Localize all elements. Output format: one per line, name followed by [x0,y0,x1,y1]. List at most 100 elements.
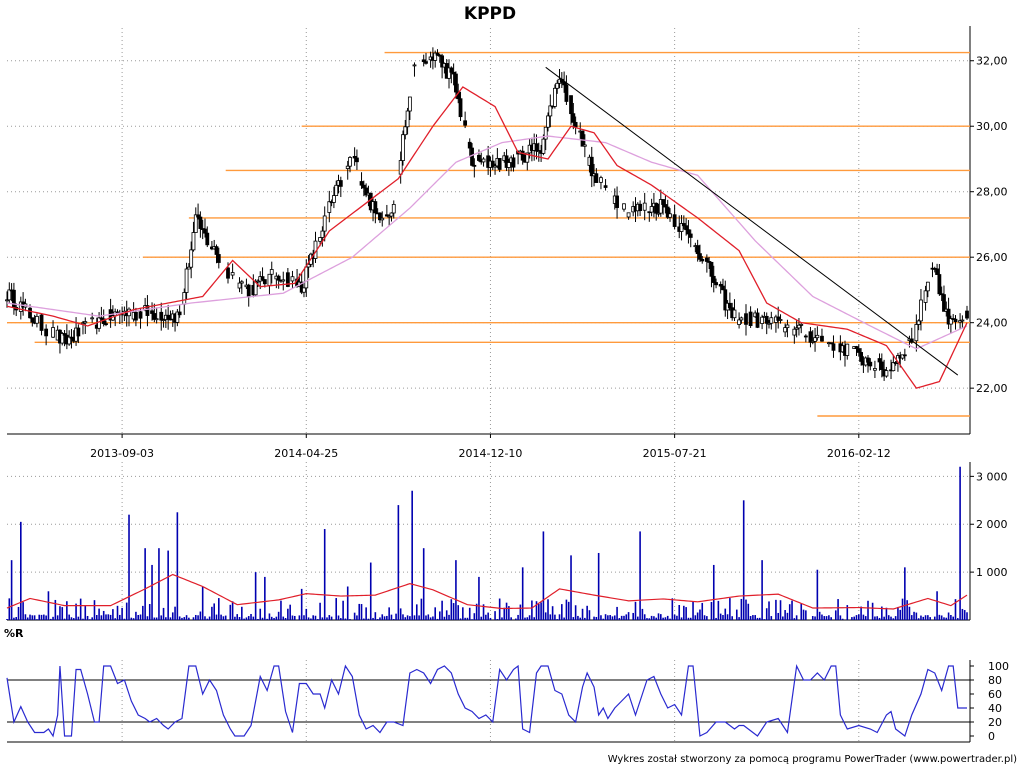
candle-body [364,187,369,196]
candle-body [668,213,672,218]
candle-body [684,225,689,231]
candle-body [916,320,921,325]
candle-body [481,158,486,163]
footer-credit: Wykres został stworzony za pomocą progra… [608,754,1017,765]
candle-body [829,342,834,345]
candle-body [276,275,281,281]
candle-body [739,317,744,321]
candle-body [373,201,378,214]
candle-body [345,165,350,169]
candle-body [348,157,352,167]
candle-body [150,310,154,314]
candle-body [902,354,907,357]
candle-body [776,316,781,321]
candle-body [663,204,668,208]
candle-body [405,110,410,128]
candle-body [727,302,732,309]
candle-body [177,311,182,316]
candle-body [965,310,969,319]
candles [5,47,969,381]
candle-body [681,223,686,227]
candle-body [695,245,700,255]
candle-body [355,157,359,163]
candle-body [580,130,585,147]
candle-body [622,203,626,210]
candle-body [820,335,824,342]
candle-body [182,292,187,305]
candle-body [90,317,95,320]
candle-body [269,269,274,275]
wr-y-tick-label: 60 [988,688,1002,701]
candle-body [589,156,594,177]
candle-body [184,268,189,293]
candle-body [7,289,12,301]
candle-body [449,67,454,73]
candle-body [760,316,765,324]
candle-body [237,282,242,289]
candle-body [709,261,714,277]
candle-body [656,212,661,215]
volume-panel: 1 000 2 000 3 000 [6,462,1008,621]
candle-body [76,327,81,337]
wr-y-tick-label: 0 [988,730,995,743]
candle-body [810,340,815,343]
candle-body [891,362,896,372]
candle-body [186,266,191,270]
candle-body [948,318,953,325]
candle-body [161,319,166,321]
candle-body [794,327,799,330]
candle-body [783,327,788,333]
candle-body [700,258,705,262]
candle-body [541,138,546,154]
candle-body [582,144,587,147]
candle-body [942,294,946,312]
candle-body [661,199,666,205]
candle-body [879,361,884,370]
candle-body [866,357,870,363]
price-ma-slow-line [6,135,968,350]
candle-body [755,312,760,328]
candle-body [778,319,783,321]
candle-body [672,214,677,227]
candle-body [352,155,357,159]
candle-body [97,317,101,329]
candle-body [490,160,495,168]
price-x-tick-label: 2015-07-21 [643,447,707,460]
candle-body [732,309,737,319]
candle-body [467,141,472,149]
candle-body [477,154,481,161]
candle-body [506,162,511,168]
chart-title: KPPD [464,4,516,24]
candle-body [803,335,808,338]
wr-y-tick-label: 40 [988,702,1002,715]
candle-body [953,318,958,323]
price-y-tick-label: 32,00 [976,55,1008,68]
candle-body [62,333,67,336]
candle-body [389,212,394,217]
candle-body [553,87,557,107]
candle-body [246,284,251,298]
candle-body [688,233,693,238]
candle-body [154,318,159,321]
candle-body [555,82,560,89]
candle-body [454,73,458,93]
candle-body [28,307,32,319]
candle-body [205,232,210,246]
candle-body [193,214,198,233]
price-x-tick-label: 2014-04-25 [274,447,338,460]
candle-body [564,84,569,102]
candle-body [304,266,309,289]
candle-body [175,311,180,323]
volume-ma-line [6,573,968,610]
candle-body [189,249,194,268]
candle-body [256,280,260,283]
wr-panel-label: %R [4,627,24,640]
candle-body [767,322,771,325]
candle-body [900,354,905,359]
candle-body [214,246,219,255]
candle-body [378,212,382,221]
price-x-tick-label: 2016-02-12 [827,447,891,460]
candle-body [51,327,55,338]
price-y-tick-label: 26,00 [976,251,1008,264]
candle-body [198,216,203,229]
